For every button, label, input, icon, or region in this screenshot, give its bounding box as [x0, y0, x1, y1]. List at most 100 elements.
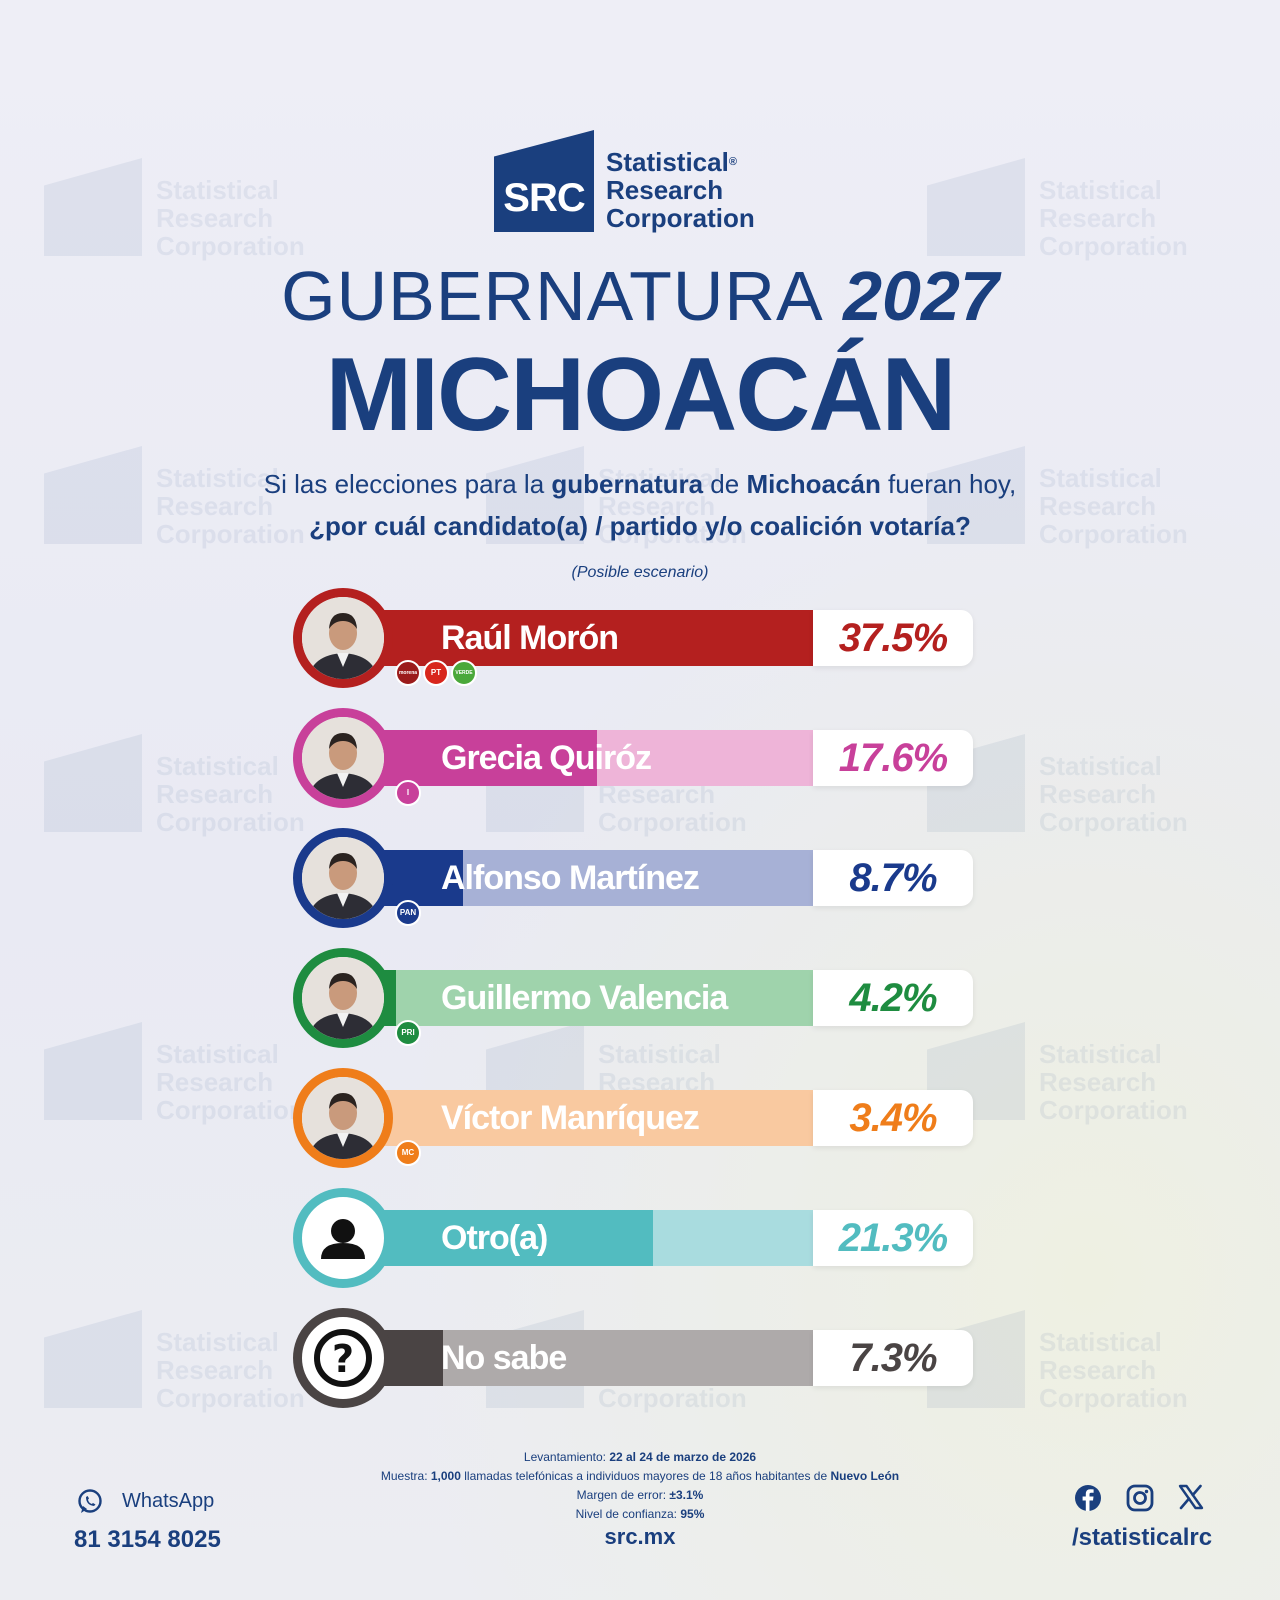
footer-value: Nuevo León	[830, 1469, 900, 1483]
party-logo-badge: PRI	[395, 1020, 421, 1046]
footer-muestra: Muestra: 1,000 llamadas telefónicas a in…	[0, 1469, 1280, 1483]
question-text: de	[703, 469, 747, 499]
logo-abbrev: SRC	[503, 176, 585, 220]
logo-line-3: Corporation	[606, 203, 755, 233]
logo-wordmark: Statistical® Research Corporation	[606, 148, 755, 232]
footer-value: 22 al 24 de marzo de 2026	[609, 1450, 757, 1464]
bar-value-label: 3.4%	[813, 1090, 973, 1146]
bar-category-label: Otro(a)	[441, 1219, 548, 1257]
candidate-photo-icon	[302, 837, 384, 919]
party-badges: PAN	[395, 900, 423, 926]
candidate-photo-icon	[302, 597, 384, 679]
social-handle[interactable]: /statisticalrc	[1072, 1524, 1213, 1551]
party-logo-badge: PAN	[395, 900, 421, 926]
page-title: GUBERNATURA 2027	[0, 258, 1280, 334]
candidate-photo-icon	[302, 957, 384, 1039]
bar-row: Grecia Quiróz 17.6% I	[293, 708, 983, 808]
party-logo-badge: I	[395, 780, 421, 806]
instagram-icon[interactable]	[1126, 1484, 1154, 1512]
candidate-photo-icon	[302, 717, 384, 799]
bar-avatar	[293, 1188, 393, 1288]
footer-nivel: Nivel de confianza: 95%	[0, 1507, 1280, 1521]
bar-value-label: 17.6%	[813, 730, 973, 786]
footer-value: 1,000	[430, 1469, 461, 1483]
footer-label: Margen de error:	[576, 1488, 667, 1502]
footer-label: Muestra:	[380, 1469, 428, 1483]
bar-value-label: 7.3%	[813, 1330, 973, 1386]
bar-value-label: 4.2%	[813, 970, 973, 1026]
bar-category-label: Víctor Manríquez	[441, 1099, 700, 1137]
whatsapp-label: WhatsApp	[122, 1490, 215, 1512]
facebook-icon[interactable]	[1074, 1484, 1102, 1512]
footer-text: llamadas telefónicas a individuos mayore…	[460, 1469, 831, 1483]
party-badges: morena PT VERDE	[395, 660, 479, 686]
watermark-mark	[927, 158, 1025, 256]
whatsapp-phone[interactable]: 81 3154 8025	[74, 1526, 221, 1553]
bar-avatar	[293, 948, 393, 1048]
bar-avatar	[293, 1068, 393, 1168]
watermark-mark	[44, 734, 142, 832]
bar-value-label: 8.7%	[813, 850, 973, 906]
footer-margen: Margen de error: ±3.1%	[0, 1488, 1280, 1502]
bar-value-label: 37.5%	[813, 610, 973, 666]
footer-label: Nivel de confianza:	[575, 1507, 677, 1521]
whatsapp-icon	[78, 1489, 102, 1513]
title-gubernatura: GUBERNATURA	[281, 257, 824, 335]
party-badges: I	[395, 780, 423, 806]
question-bold-gubernatura: gubernatura	[551, 469, 704, 499]
candidate-photo-icon	[302, 1077, 384, 1159]
website-link[interactable]: src.mx	[604, 1524, 676, 1549]
bar-avatar: ?	[293, 1308, 393, 1408]
party-logo-badge: MC	[395, 1140, 421, 1166]
question-line-2: ¿por cuál candidato(a) / partido y/o coa…	[309, 511, 971, 541]
src-logo: SRC Statistical® Research Corporation	[494, 130, 794, 234]
bar-avatar	[293, 588, 393, 688]
question-line-1: Si las elecciones para la gubernatura de…	[0, 468, 1280, 500]
party-badges: PRI	[395, 1020, 423, 1046]
scenario-note: (Posible escenario)	[571, 564, 709, 581]
question-mark-icon: ?	[314, 1329, 372, 1387]
bar-category-label: No sabe	[441, 1339, 567, 1377]
question-text: Si las elecciones para la	[263, 469, 552, 499]
bar-row: No sabe 7.3%?	[293, 1308, 983, 1408]
party-badges: MC	[395, 1140, 423, 1166]
watermark-mark	[44, 1310, 142, 1408]
bar-category-label: Raúl Morón	[441, 619, 619, 657]
question-bold-state: Michoacán	[746, 469, 881, 499]
registered-mark: ®	[728, 156, 737, 168]
bar-row: Guillermo Valencia 4.2% PRI	[293, 948, 983, 1048]
party-logo-badge: morena	[395, 660, 421, 686]
x-icon[interactable]	[1178, 1484, 1204, 1510]
footer-levantamiento: Levantamiento: 22 al 24 de marzo de 2026	[0, 1450, 1280, 1464]
party-logo-badge: VERDE	[451, 660, 477, 686]
watermark-mark	[44, 1022, 142, 1120]
question-text: fueran hoy,	[880, 469, 1017, 499]
bar-avatar	[293, 828, 393, 928]
footer-label: Levantamiento:	[523, 1450, 606, 1464]
bar-row: Víctor Manríquez 3.4% MC	[293, 1068, 983, 1168]
bar-category-label: Grecia Quiróz	[441, 739, 652, 777]
bar-category-label: Alfonso Martínez	[441, 859, 700, 897]
logo-line-2: Research	[606, 175, 724, 205]
bar-row: Otro(a) 21.3%	[293, 1188, 983, 1288]
bar-row: Alfonso Martínez 8.7% PAN	[293, 828, 983, 928]
bar-avatar	[293, 708, 393, 808]
person-silhouette-icon	[321, 1219, 365, 1259]
footer-value: ±3.1%	[669, 1488, 704, 1502]
bar-value-label: 21.3%	[813, 1210, 973, 1266]
